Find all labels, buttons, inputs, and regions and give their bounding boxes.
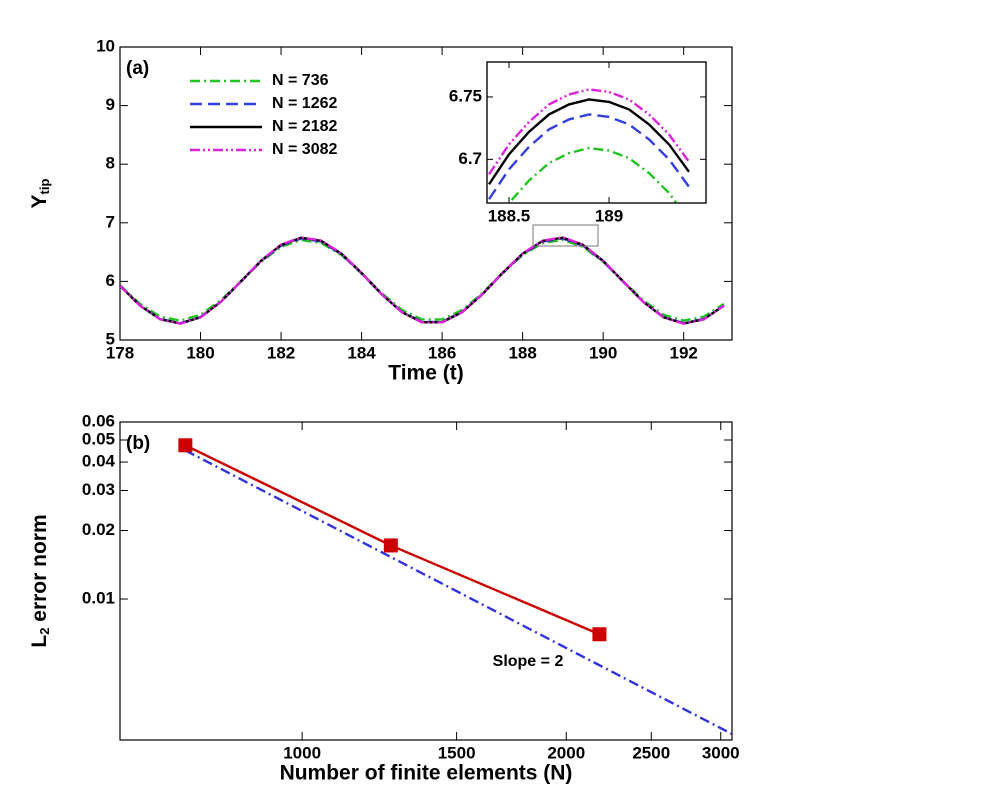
x-tick-label: 178 [106, 343, 134, 362]
x-tick-label: 2000 [547, 743, 585, 762]
inset-plot-area [488, 88, 690, 203]
y-axis-title: L2 error norm [28, 514, 53, 647]
y-tick-label: 0.01 [82, 588, 115, 607]
y-tick-label: 0.03 [82, 480, 115, 499]
x-tick-label: 188 [508, 343, 536, 362]
inset-line [488, 113, 690, 200]
x-tick-label: 184 [347, 343, 376, 362]
inset-line [488, 98, 690, 185]
x-tick-label: 3000 [702, 743, 740, 762]
y-tick-label: 0.04 [82, 452, 116, 471]
y-axis-title-part: Y [28, 194, 51, 208]
y-axis-title-part: error norm [28, 514, 51, 627]
y-axis-title-sub: 2 [37, 628, 52, 635]
y-tick-label: 0.06 [82, 411, 115, 430]
legend-label: N = 1262 [272, 95, 337, 112]
y-tick-label: 10 [96, 36, 115, 55]
inset-line [488, 88, 690, 175]
y-tick-label: 7 [106, 212, 115, 231]
y-tick-label: 0.02 [82, 520, 115, 539]
y-tick-label: 6 [106, 271, 115, 290]
y-tick-label: 9 [106, 95, 115, 114]
x-tick-label: 182 [267, 343, 295, 362]
y-tick-label: 5 [106, 329, 115, 348]
x-tick-label: 180 [186, 343, 214, 362]
y-axis-title: Ytip [28, 178, 53, 208]
x-axis-title: Number of finite elements (N) [280, 762, 573, 785]
plot-frame [119, 421, 733, 741]
marker [592, 627, 607, 642]
series-line [120, 236, 725, 325]
annotation: Slope = 2 [493, 653, 564, 670]
zoom-box [532, 224, 599, 247]
x-tick-label: 1500 [438, 743, 476, 762]
x-tick-label: 2500 [632, 743, 670, 762]
plot-area [120, 236, 725, 325]
x-axis-title: Time (t) [388, 362, 463, 385]
inset-line [507, 146, 678, 203]
y-axis-title-sub: tip [37, 178, 52, 194]
marker [178, 438, 193, 453]
y-axis-title-part: L [28, 635, 51, 648]
x-tick-label: 1000 [283, 743, 321, 762]
y-tick-label: 6.7 [458, 149, 482, 168]
x-tick-label: 188.5 [488, 206, 531, 225]
legend-label: N = 3082 [272, 141, 337, 158]
x-tick-label: 190 [589, 343, 617, 362]
panel-label: (a) [126, 58, 149, 79]
legend-label: N = 736 [272, 72, 329, 89]
legend-label: N = 2182 [272, 118, 337, 135]
series-line [184, 449, 732, 736]
plot-frame [486, 61, 707, 204]
x-tick-label: 186 [428, 343, 456, 362]
panel-label: (b) [126, 433, 150, 454]
y-tick-label: 6.75 [449, 86, 482, 105]
inset-frame [486, 61, 707, 204]
x-tick-label: 192 [669, 343, 697, 362]
y-tick-label: 8 [106, 154, 115, 173]
y-tick-label: 0.05 [82, 429, 115, 448]
marker [383, 538, 398, 553]
x-tick-label: 189 [595, 206, 623, 225]
